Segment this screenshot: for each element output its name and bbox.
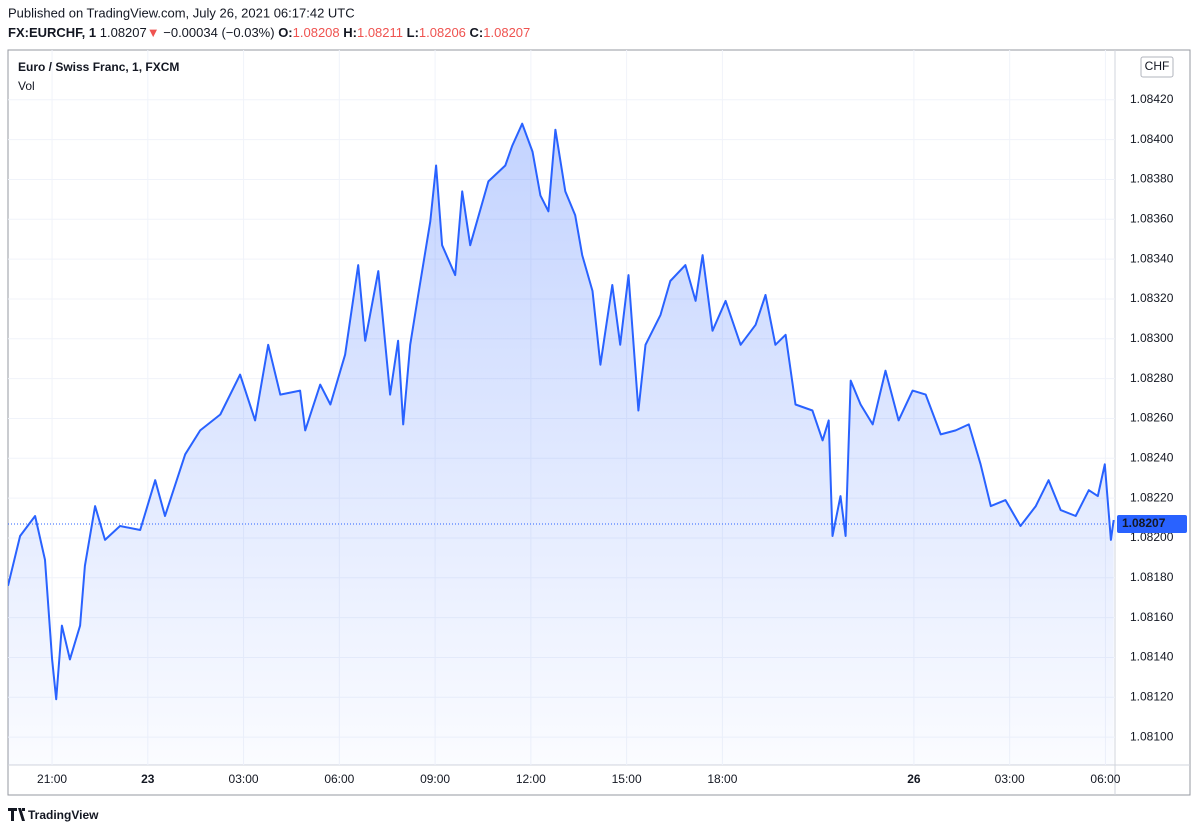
x-tick-label: 06:00 xyxy=(324,772,354,786)
c: 1.08207 xyxy=(483,25,530,40)
last: 1.08207 xyxy=(100,25,147,40)
y-tick-label: 1.08340 xyxy=(1130,251,1174,265)
o-label: O: xyxy=(278,25,292,40)
x-tick-label: 15:00 xyxy=(612,772,642,786)
area-fill xyxy=(8,123,1114,765)
frame xyxy=(7,49,1191,796)
y-tick-label: 1.08260 xyxy=(1130,411,1174,425)
x-tick-label: 03:00 xyxy=(995,772,1025,786)
y-tick-label: 1.08140 xyxy=(1130,650,1174,664)
currency: CHF xyxy=(1145,59,1170,73)
y-tick-label: 1.08320 xyxy=(1130,291,1174,305)
y-tick-label: 1.08240 xyxy=(1130,450,1174,464)
logo: TradingView xyxy=(8,808,99,822)
o: 1.08208 xyxy=(293,25,340,40)
y-tick-label: 1.08360 xyxy=(1130,211,1174,225)
last-price-label: 1.08207 xyxy=(1122,516,1166,530)
currency-badge[interactable] xyxy=(1140,56,1174,78)
published: Published on TradingView.com, July 26, 2… xyxy=(8,5,355,20)
l-label: L: xyxy=(407,25,419,40)
y-tick-label: 1.08380 xyxy=(1130,172,1174,186)
symbol: FX:EURCHF, 1 xyxy=(8,25,96,40)
y-tick-label: 1.08420 xyxy=(1130,92,1174,106)
y-tick-label: 1.08180 xyxy=(1130,570,1174,584)
l: 1.08206 xyxy=(419,25,466,40)
logo-icon xyxy=(8,808,25,821)
y-tick-label: 1.08120 xyxy=(1130,689,1174,703)
y-tick-label: 1.08400 xyxy=(1130,132,1174,146)
x-tick-label: 18:00 xyxy=(707,772,737,786)
x-tick-label: 06:00 xyxy=(1090,772,1120,786)
change: −0.00034 (−0.03%) xyxy=(163,25,274,40)
last-price-badge xyxy=(1117,515,1187,534)
y-tick-label: 1.08100 xyxy=(1130,729,1174,743)
x-tick-label: 26 xyxy=(907,772,921,786)
y-tick-label: 1.08280 xyxy=(1130,371,1174,385)
c-label: C: xyxy=(470,25,484,40)
brand: TradingView xyxy=(28,808,99,822)
x-tick-label: 12:00 xyxy=(516,772,546,786)
y-tick-label: 1.08200 xyxy=(1130,530,1174,544)
price-line xyxy=(8,122,1115,701)
x-tick-label: 23 xyxy=(141,772,155,786)
y-tick-label: 1.08220 xyxy=(1130,490,1174,504)
volume-label: Vol xyxy=(18,79,35,93)
x-tick-label: 21:00 xyxy=(37,772,67,786)
ohlc-line: FX:EURCHF, 1 1.08207▼ −0.00034 (−0.03%) … xyxy=(8,25,530,40)
y-tick-label: 1.08300 xyxy=(1130,331,1174,345)
legend-title: Euro / Swiss Franc, 1, FXCM xyxy=(18,60,179,74)
y-tick-label: 1.08160 xyxy=(1130,610,1174,624)
plot xyxy=(8,122,1115,765)
arrow: ▼ xyxy=(147,25,160,40)
axes: 1.08100 1.08120 1.08140 1.08160 1.08180 1.082… xyxy=(37,92,1187,786)
x-tick-label: 09:00 xyxy=(420,772,450,786)
h: 1.08211 xyxy=(357,25,403,40)
h-label: H: xyxy=(343,25,357,40)
x-tick-label: 03:00 xyxy=(229,772,259,786)
